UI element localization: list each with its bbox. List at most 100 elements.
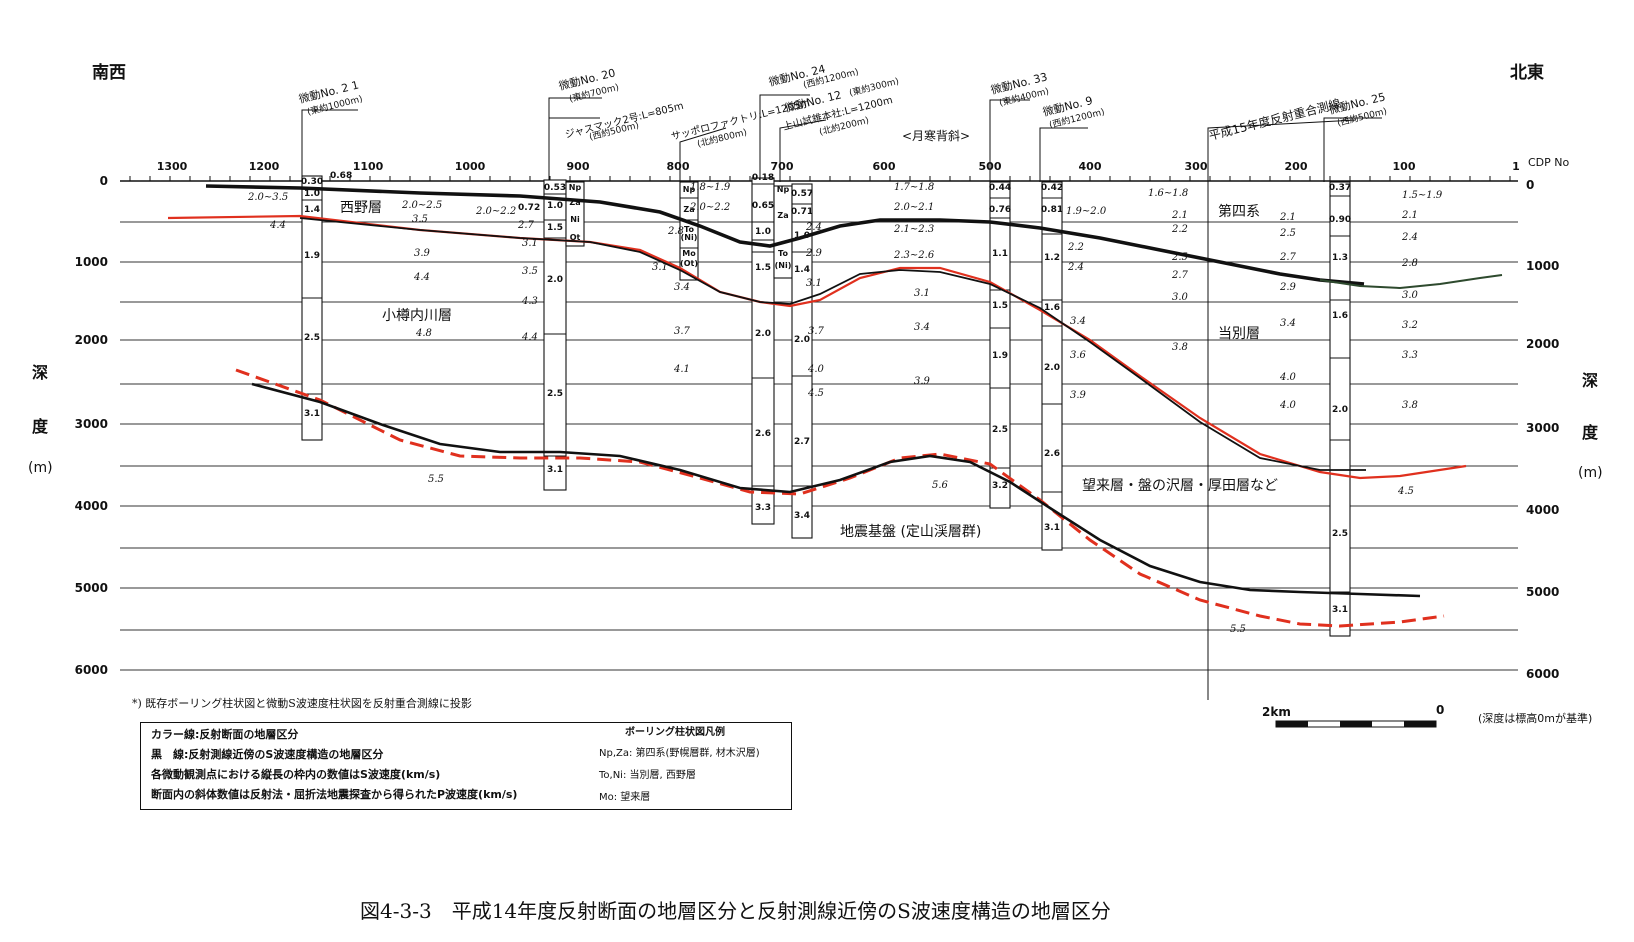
p-velocity-value: 2.1: [1401, 210, 1418, 221]
station-labels: 微動No. 2 1 (東約1000m) 微動No. 20 (東約700m) ジャ…: [297, 61, 1388, 150]
p-velocity-value: 3.9: [414, 248, 431, 259]
column-value: 3.1: [1332, 605, 1348, 615]
column-value: 1.5: [547, 223, 563, 233]
p-velocity-value: 2.4: [1067, 262, 1084, 273]
depth-unit-left: (m): [28, 460, 53, 476]
column-12: [791, 183, 813, 539]
column-value: 0.71: [791, 207, 813, 217]
column-value: 2.0: [1044, 363, 1060, 373]
column-value: 2.5: [547, 389, 563, 399]
p-velocity-value: 4.3: [521, 296, 538, 307]
column-side-value: 0.68: [330, 171, 352, 181]
column-value: 3.2: [992, 481, 1008, 491]
boring-legend-title: ボーリング柱状図凡例: [625, 727, 725, 738]
p-velocity-value: 1.9~2.0: [1066, 206, 1107, 217]
column-value: 1.9: [304, 251, 320, 261]
p-velocity-value: 3.1: [522, 238, 538, 249]
column-value: 2.0: [794, 335, 810, 345]
column-value: 3.4: [794, 511, 810, 521]
p-velocity-value: 1.7~1.8: [894, 182, 934, 193]
column-value: 1.2: [1044, 253, 1060, 263]
depth-tick-right: 0: [1526, 178, 1534, 192]
depth-tick-right: 1000: [1526, 259, 1559, 273]
legend-line-pvel: 断面内の斜体数値は反射法・屈折法地震探査から得られたP波速度(km/s): [151, 788, 518, 801]
p-velocity-value: 2.8: [667, 226, 684, 237]
p-velocity-value: 3.6: [1070, 350, 1087, 361]
cdp-tick-label: 1100: [353, 160, 384, 173]
boring-legend-np-za: Np,Za: 第四系(野幌層群, 材木沢層): [599, 748, 760, 759]
column-value: 3.1: [547, 465, 563, 475]
p-velocity-value: 2.0~2.2: [475, 206, 516, 217]
column-value: 1.6: [1044, 303, 1060, 313]
station-sub-12: (東約300m): [848, 75, 900, 99]
cdp-tick-label: 1200: [249, 160, 280, 173]
black-horizon-surface: [205, 184, 1365, 286]
boring-legend-mo: Mo: 望来層: [599, 792, 651, 803]
p-velocity-value: 3.1: [652, 262, 668, 273]
p-velocity-value: 3.9: [1070, 390, 1087, 401]
depth-tick-right: 2000: [1526, 337, 1559, 351]
p-velocity-value: 2.3~2.6: [893, 250, 935, 261]
column-value: Np: [683, 185, 696, 194]
p-velocity-value: 2.5: [1171, 252, 1188, 263]
p-velocity-value: 2.7: [1279, 252, 1297, 263]
scale-left-label: 2km: [1262, 705, 1291, 719]
p-velocity-value: 5.5: [1230, 624, 1246, 635]
column-value: 2.5: [992, 425, 1008, 435]
column-value: 2.6: [1044, 449, 1060, 459]
p-velocity-value: 3.7: [674, 326, 691, 337]
cdp-tick-label: 1300: [157, 160, 188, 173]
p-velocity-value: 2.0~3.5: [247, 192, 288, 203]
column-value: 3.3: [755, 503, 771, 513]
boring-legend-to-ni: To,Ni: 当別層, 西野層: [599, 770, 696, 781]
p-velocity-value: 2.9: [805, 248, 823, 259]
p-velocity-value: 2.1~2.3: [893, 224, 934, 235]
p-velocity-value: 2.0~2.5: [401, 200, 442, 211]
p-velocity-value: 4.4: [269, 220, 286, 231]
column-value: Ot: [570, 233, 581, 242]
column-value: Za: [777, 211, 788, 220]
southwest-label: 南西: [92, 62, 126, 83]
column-value: 0.30: [301, 177, 323, 187]
cdp-tick-label: 900: [567, 160, 590, 173]
column-value: 1.3: [1332, 253, 1348, 263]
station-label-h15: 平成15年度反射重合測線: [1207, 96, 1342, 143]
depth-tick-right: 6000: [1526, 667, 1559, 681]
column-9: [1041, 181, 1063, 551]
p-velocity-value: 3.3: [1402, 350, 1418, 361]
p-velocity-value: 4.4: [521, 332, 538, 343]
depth-tick-left: 4000: [75, 499, 108, 513]
column-value: 1.0: [547, 201, 563, 211]
column-value: (Ni): [681, 233, 698, 242]
black-horizon-base: [251, 382, 1421, 598]
column-value: 2.7: [794, 437, 810, 447]
p-velocity-value: 4.4: [413, 272, 430, 283]
cdp-tick-label: 400: [1079, 160, 1102, 173]
column-value: Np: [777, 185, 790, 194]
p-velocity-value: 2.2: [1067, 242, 1084, 253]
p-velocity-value: 2.5: [1279, 228, 1296, 239]
p-velocity-value: 2.1: [1279, 212, 1296, 223]
depth-unit-right: (m): [1578, 465, 1603, 481]
depth-tick-right: 5000: [1526, 585, 1559, 599]
formation-otarunai: 小樽内川層: [382, 307, 452, 324]
p-velocity-value: 3.4: [1280, 318, 1296, 329]
depth-label-left-2: 度: [32, 417, 49, 436]
cdp-tick-label: 1000: [455, 160, 486, 173]
column-value: 1.9: [992, 351, 1008, 361]
p-velocity-value: 4.5: [807, 388, 824, 399]
depth-tick-right: 4000: [1526, 503, 1559, 517]
depth-tick-left: 6000: [75, 663, 108, 677]
depth-tick-right: 3000: [1526, 421, 1559, 435]
formation-basement: 地震基盤 (定山渓層群): [840, 523, 981, 540]
p-velocity-value: 3.4: [1070, 316, 1086, 327]
column-value: (Ot): [680, 259, 698, 268]
p-velocity-value: 2.2: [1171, 224, 1188, 235]
column-side-value: 0.72: [518, 203, 540, 213]
column-value: 3.1: [1044, 523, 1060, 533]
depth-labels-right: 0 1000 2000 3000 4000 5000 6000: [1526, 178, 1559, 681]
legend-box: カラー線:反射断面の地層区分 黒 線:反射測線近傍のS波速度構造の地層区分 各微…: [140, 722, 792, 810]
depth-tick-left: 0: [100, 174, 108, 188]
column-value: 1.0: [755, 227, 771, 237]
p-velocity-value: 2.0~2.1: [893, 202, 934, 213]
